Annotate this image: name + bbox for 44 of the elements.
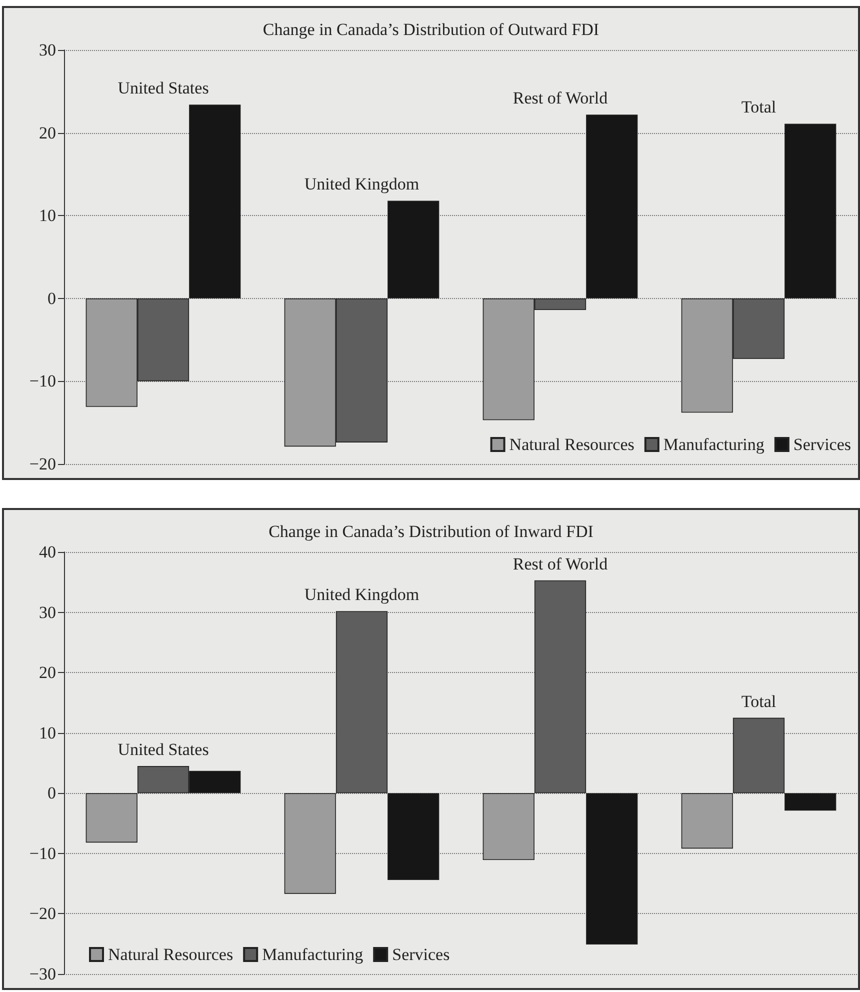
legend-label: Services bbox=[793, 435, 852, 454]
bar bbox=[189, 104, 241, 298]
legend-label: Services bbox=[392, 945, 450, 964]
chart-title: Change in Canada’s Distribution of Inward FDI bbox=[268, 522, 594, 541]
legend-label: Natural Resources bbox=[509, 435, 634, 454]
y-tick-label: −10 bbox=[29, 372, 56, 391]
bar bbox=[784, 124, 836, 298]
bar bbox=[681, 793, 733, 849]
y-tick-label: 0 bbox=[48, 784, 56, 803]
y-tick-label: 10 bbox=[39, 206, 56, 226]
bar bbox=[388, 793, 440, 880]
legend-label: Manufacturing bbox=[262, 945, 364, 964]
bar bbox=[482, 793, 534, 860]
y-tick-label: 40 bbox=[39, 542, 56, 562]
bar bbox=[784, 793, 836, 811]
bar bbox=[336, 611, 388, 794]
bar bbox=[388, 200, 440, 298]
legend-label: Natural Resources bbox=[108, 945, 234, 964]
y-tick-label: 30 bbox=[39, 40, 56, 60]
y-tick-label: −20 bbox=[29, 454, 56, 474]
bar bbox=[586, 114, 638, 298]
x-tick-label: United States bbox=[118, 740, 209, 760]
y-tick-label: 10 bbox=[39, 723, 56, 742]
y-tick-label: 20 bbox=[39, 123, 56, 142]
x-tick-label: United Kingdom bbox=[304, 174, 420, 194]
x-tick-label: Rest of World bbox=[512, 88, 608, 108]
y-tick-label: −10 bbox=[29, 844, 56, 863]
x-tick-label: Total bbox=[741, 98, 776, 117]
x-tick-label: United Kingdom bbox=[304, 585, 420, 604]
y-tick-label: 0 bbox=[48, 288, 56, 308]
y-tick-label: −20 bbox=[29, 904, 56, 924]
y-tick-label: 20 bbox=[39, 663, 56, 682]
bar bbox=[534, 580, 586, 794]
bar bbox=[732, 718, 785, 794]
x-tick-label: United States bbox=[118, 78, 209, 98]
legend-label: Manufacturing bbox=[663, 435, 765, 454]
x-tick-label: Total bbox=[741, 692, 776, 711]
y-tick-label: −30 bbox=[29, 964, 56, 984]
bar bbox=[586, 793, 638, 944]
bar bbox=[284, 793, 336, 894]
chart-title: Change in Canada’s Distribution of Outward FDI bbox=[262, 20, 600, 39]
bar bbox=[86, 793, 138, 843]
y-tick-label: 30 bbox=[39, 602, 56, 622]
x-tick-label: Rest of World bbox=[512, 554, 608, 574]
